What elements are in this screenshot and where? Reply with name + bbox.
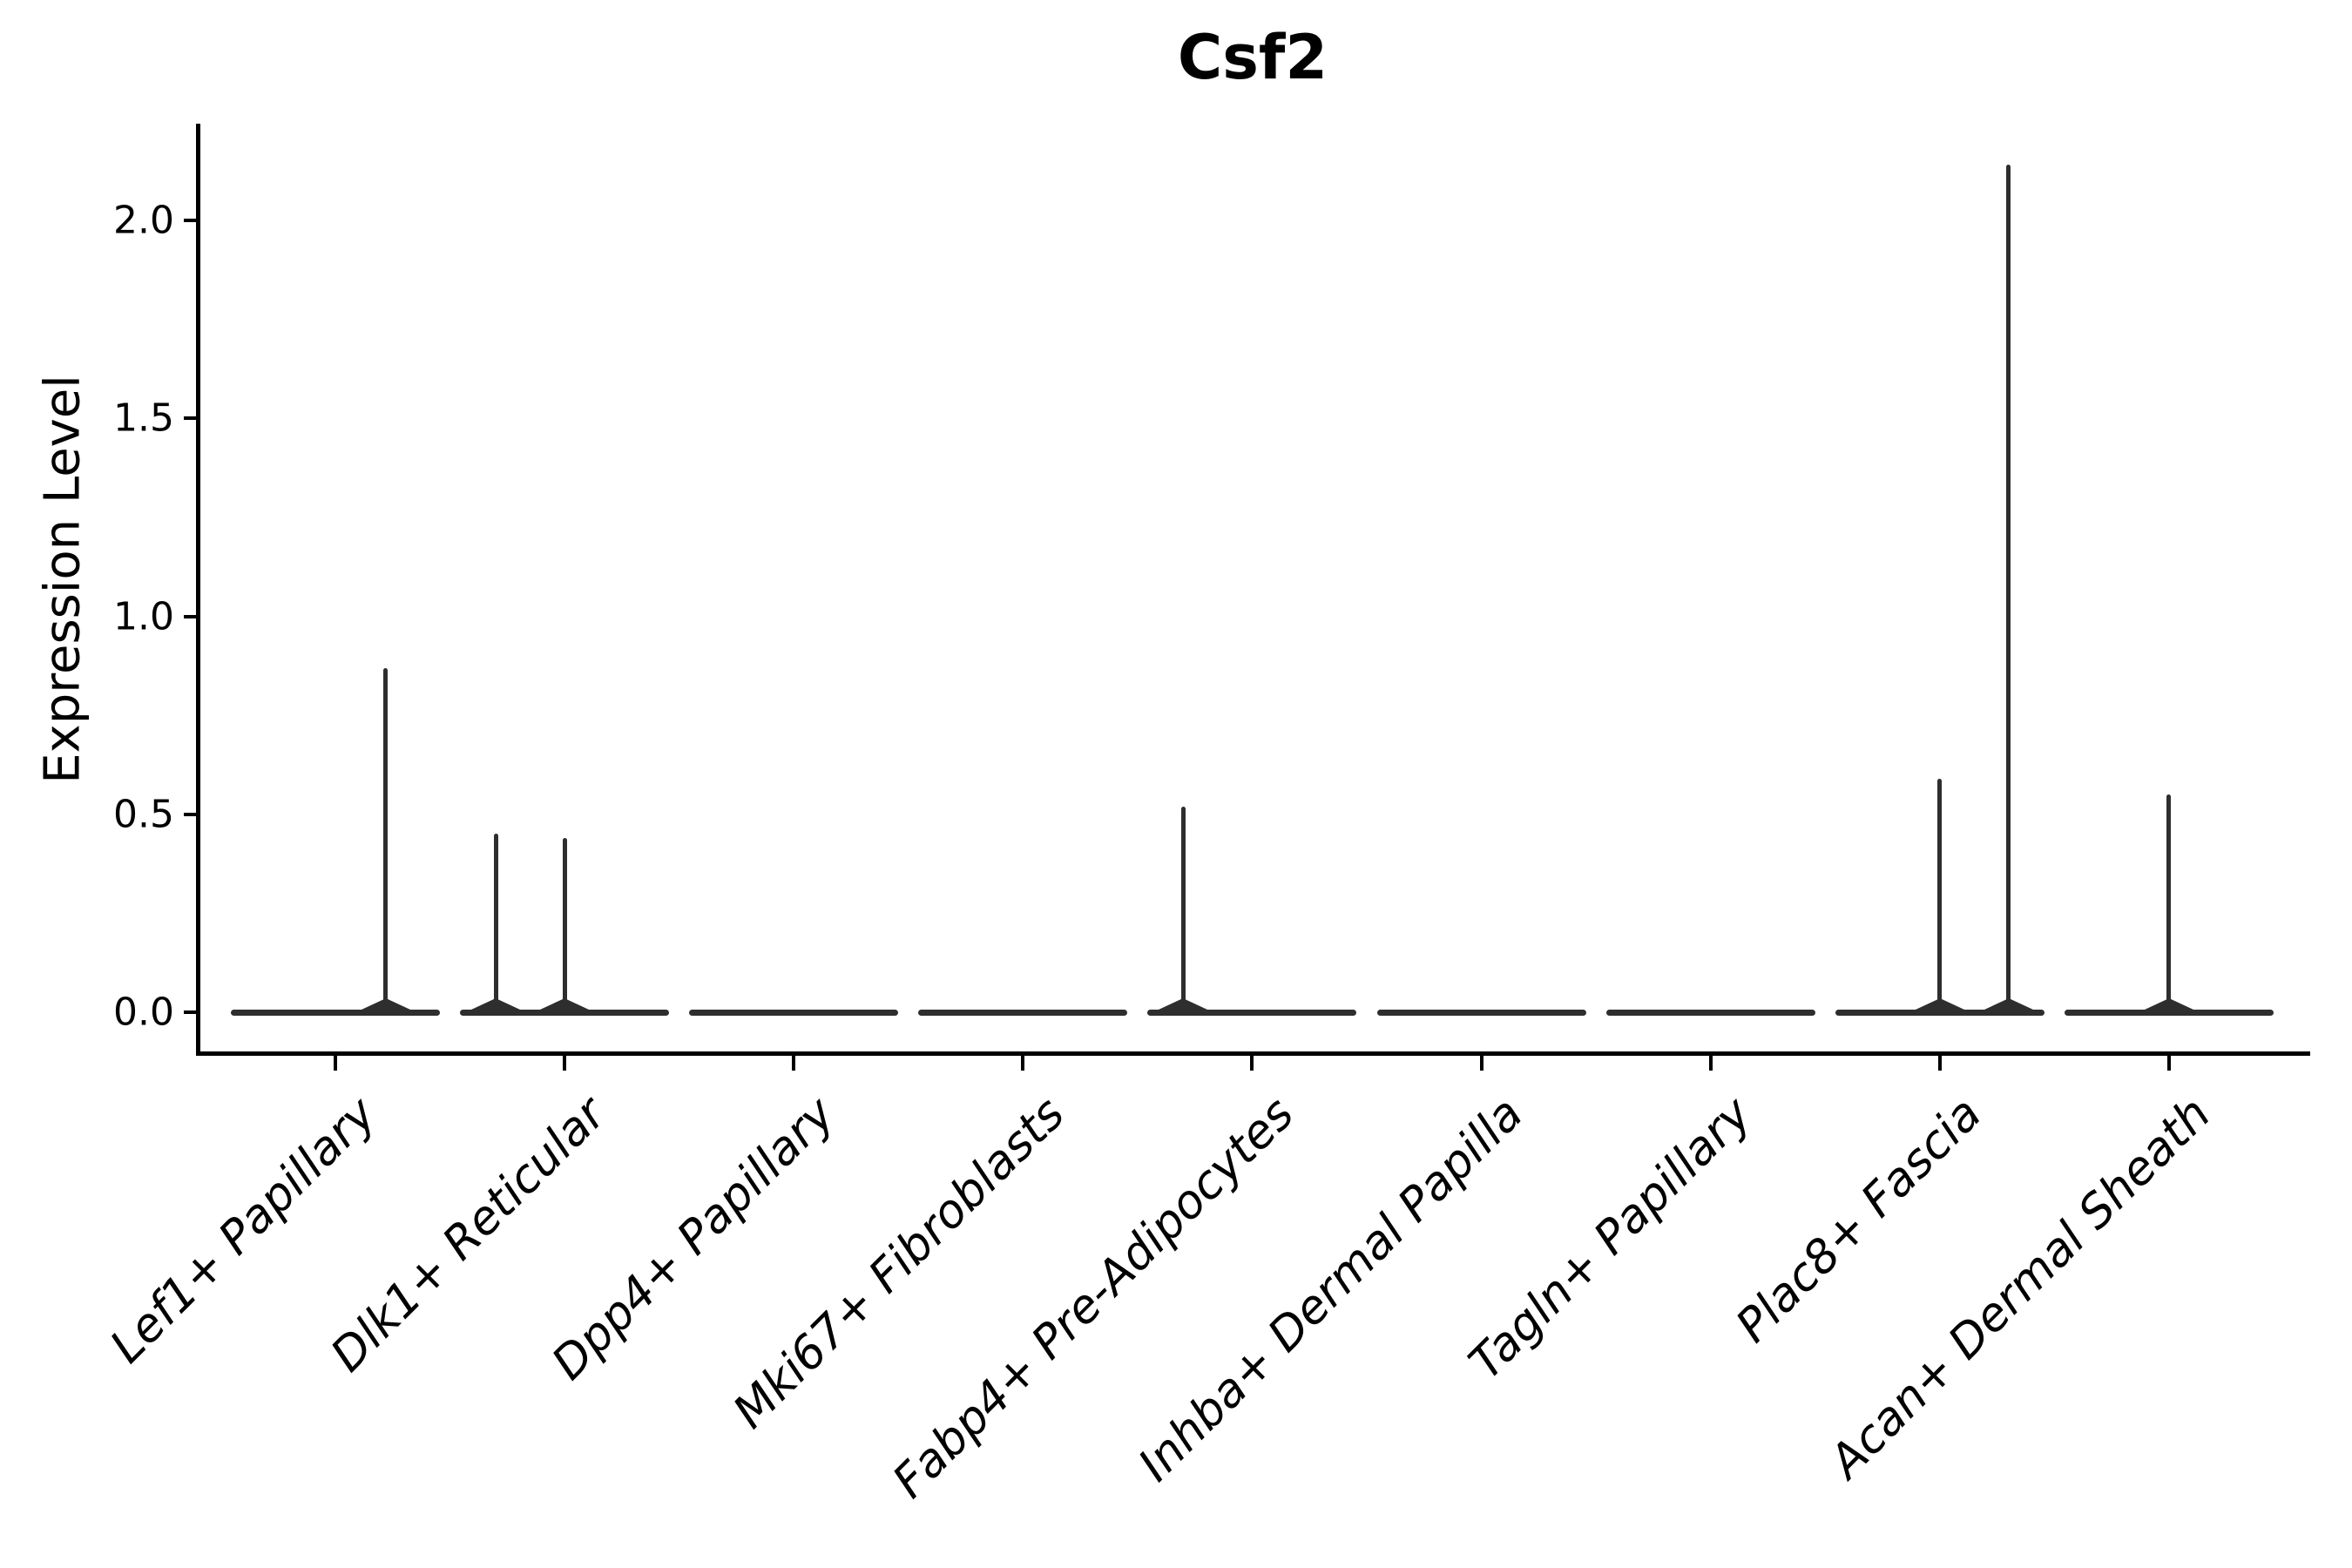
x-tick xyxy=(792,1055,796,1071)
violin-baseline xyxy=(231,1009,440,1016)
violin-baseline xyxy=(2064,1009,2274,1016)
violin-baseline xyxy=(1835,1009,2044,1016)
y-tick-label: 0.0 xyxy=(113,990,174,1035)
y-tick-label: 1.0 xyxy=(113,594,174,639)
x-tick-label: Plac8+ Fascia xyxy=(1725,1087,1991,1353)
y-tick xyxy=(184,219,198,222)
violin-spike xyxy=(493,834,498,1012)
x-tick xyxy=(334,1055,337,1071)
violin-spike xyxy=(1180,806,1186,1012)
x-tick xyxy=(1250,1055,1254,1071)
bottom-axis-spine xyxy=(196,1051,2310,1056)
y-tick xyxy=(184,614,198,618)
y-tick-label: 0.5 xyxy=(113,792,174,837)
violin-baseline xyxy=(1147,1009,1357,1016)
violin-baseline xyxy=(918,1009,1128,1016)
x-tick xyxy=(1708,1055,1713,1071)
x-tick-label: Inhba+ Dermal Papilla xyxy=(1128,1087,1533,1492)
x-tick xyxy=(1479,1055,1484,1071)
y-tick-label: 2.0 xyxy=(113,198,174,243)
violin-baseline xyxy=(689,1009,899,1016)
y-tick xyxy=(184,812,198,816)
left-axis-spine xyxy=(196,124,200,1056)
y-tick xyxy=(184,1010,198,1014)
x-tick xyxy=(563,1055,567,1071)
violin-spike xyxy=(383,667,389,1012)
x-tick xyxy=(1937,1055,1942,1071)
violin-spike xyxy=(2166,794,2172,1012)
violin-spike xyxy=(1937,778,1943,1012)
x-tick-label: Acan+ Dermal Sheath xyxy=(1819,1087,2220,1489)
chart-title: Csf2 xyxy=(1177,22,1328,93)
x-tick xyxy=(1021,1055,1025,1071)
violin-baseline xyxy=(1376,1009,1586,1016)
violin-spike xyxy=(2006,165,2011,1012)
y-tick xyxy=(184,416,198,421)
x-tick xyxy=(2166,1055,2171,1071)
violin-spike xyxy=(562,838,567,1012)
x-tick-label: Fabp4+ Pre-Adipocytes xyxy=(882,1087,1304,1509)
violin-baseline xyxy=(460,1009,670,1016)
violin-baseline xyxy=(1605,1009,1815,1016)
y-tick-label: 1.5 xyxy=(113,395,174,441)
